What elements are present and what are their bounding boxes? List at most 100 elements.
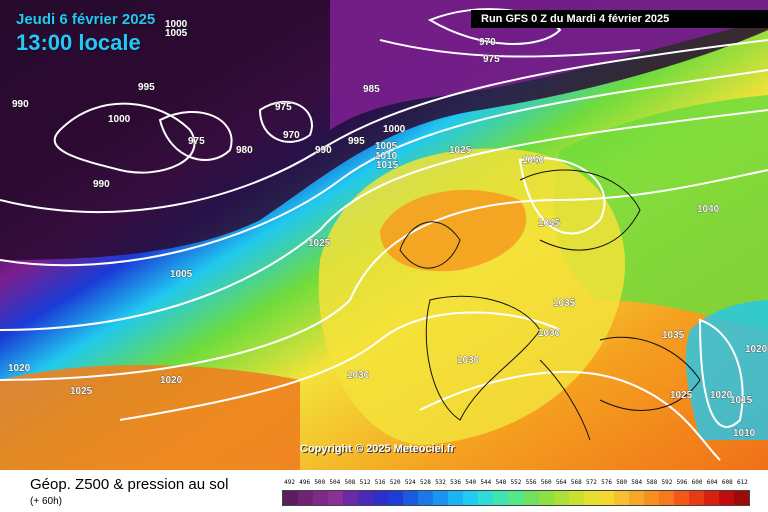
isobar-label: 1040 <box>697 204 720 215</box>
product-title: Géop. Z500 & pression au sol <box>30 476 229 493</box>
scale-swatch <box>298 491 314 505</box>
scale-swatch <box>568 491 584 505</box>
isobar-label: 1015 <box>730 395 753 406</box>
isobar-label: 975 <box>188 136 205 147</box>
scale-label: 524 <box>404 479 416 486</box>
isobar-lines <box>0 8 768 461</box>
scale-label: 516 <box>374 479 386 486</box>
run-info: Run GFS 0 Z du Mardi 4 février 2025 <box>471 10 768 28</box>
scale-label: 544 <box>480 479 492 486</box>
valid-time: 13:00 locale <box>16 30 141 55</box>
isobar-label: 1030 <box>538 328 561 339</box>
scale-swatch <box>598 491 614 505</box>
scale-label: 596 <box>676 479 688 486</box>
scale-swatch <box>733 491 749 505</box>
purple-band <box>330 0 768 130</box>
isobar-label: 1005 <box>375 141 398 152</box>
scale-swatch <box>373 491 389 505</box>
isobar-label: 990 <box>93 179 110 190</box>
scale-swatch <box>703 491 719 505</box>
isobar-label: 1015 <box>376 160 399 171</box>
scale-swatch <box>553 491 569 505</box>
scale-swatch <box>358 491 374 505</box>
scale-label: 604 <box>706 479 718 486</box>
coastlines <box>399 169 701 441</box>
scale-swatch <box>538 491 554 505</box>
isobar-label: 1020 <box>745 344 768 355</box>
isobar-label: 1020 <box>8 363 31 374</box>
isobar-label: 1040 <box>522 155 545 166</box>
scale-label: 584 <box>631 479 643 486</box>
isobar-label: 970 <box>283 130 300 141</box>
isobar-label: 1020 <box>710 390 733 401</box>
isobar-label: 1045 <box>538 218 561 229</box>
isobar-label: 995 <box>348 136 365 147</box>
scale-label: 612 <box>736 479 748 486</box>
scale-swatch <box>328 491 344 505</box>
orange-area <box>380 190 527 272</box>
scale-label: 564 <box>555 479 567 486</box>
scale-label: 492 <box>284 479 295 486</box>
scale-swatch <box>448 491 464 505</box>
isobar-label: 1000 <box>383 124 406 135</box>
isobar-label: 995 <box>138 82 155 93</box>
scale-swatch <box>613 491 629 505</box>
scale-label: 504 <box>329 479 341 486</box>
isobar-label: 1005 <box>165 28 188 39</box>
scale-swatch <box>403 491 419 505</box>
scale-label: 560 <box>540 479 552 486</box>
isobar-label: 1020 <box>160 375 183 386</box>
scale-label: 576 <box>601 479 612 486</box>
scale-swatch <box>343 491 359 505</box>
isobar-label: 1030 <box>347 370 370 381</box>
scale-swatch <box>523 491 539 505</box>
scale-label: 552 <box>510 479 522 486</box>
scale-label: 496 <box>299 479 311 486</box>
scale-label: 500 <box>314 479 326 486</box>
isobar-label: 975 <box>483 54 500 65</box>
isobar-label: 1025 <box>670 390 693 401</box>
isobar-label: 1030 <box>457 355 480 366</box>
scale-swatch <box>628 491 644 505</box>
valid-date: Jeudi 6 février 2025 <box>16 11 156 28</box>
color-scale-swatches <box>282 490 750 506</box>
isobar-label: 1000 <box>165 19 188 30</box>
legend-bar: Géop. Z500 & pression au sol (+ 60h) 492… <box>0 470 768 512</box>
scale-label: 508 <box>344 479 356 486</box>
scale-swatch <box>463 491 479 505</box>
scale-swatch <box>583 491 599 505</box>
color-scale-labels: 492 496 500 504 508 512 516 520 524 528 532 536 540 5… <box>282 478 750 488</box>
valid-time-overlay: Jeudi 6 février 2025 13:00 locale <box>16 12 155 56</box>
scale-label: 540 <box>465 479 477 486</box>
geopotential-map: 1000 1005 990 995 975 970 980 985 990 97… <box>0 0 768 470</box>
isobar-label: 1035 <box>553 298 576 309</box>
scale-label: 536 <box>450 479 461 486</box>
scale-label: 588 <box>646 479 658 486</box>
scale-swatch <box>508 491 524 505</box>
scale-label: 528 <box>419 479 431 486</box>
scale-label: 568 <box>570 479 582 486</box>
scale-swatch <box>418 491 434 505</box>
scale-swatch <box>313 491 329 505</box>
isobar-label: 1025 <box>70 386 93 397</box>
scale-swatch <box>673 491 689 505</box>
isobar-label: 1025 <box>308 238 331 249</box>
isobar-label: 990 <box>315 145 332 156</box>
scale-swatch <box>658 491 674 505</box>
cyan-area <box>685 300 768 440</box>
scale-label: 556 <box>525 479 537 486</box>
color-scale: 492 496 500 504 508 512 516 520 524 528 532 536 540 5… <box>282 478 750 506</box>
isobar-label: 1010 <box>375 151 398 162</box>
scale-label: 520 <box>389 479 401 486</box>
scale-label: 512 <box>359 479 371 486</box>
isobar-label: 1025 <box>449 145 472 156</box>
scale-label: 572 <box>586 479 597 486</box>
scale-label: 548 <box>495 479 507 486</box>
scale-label: 580 <box>616 479 628 486</box>
copyright-notice: Copyright © 2025 Meteociel.fr <box>300 443 455 455</box>
isobar-label: 980 <box>236 145 253 156</box>
isobar-label: 1005 <box>170 269 193 280</box>
isobar-label: 975 <box>275 102 292 113</box>
isobar-label: 970 <box>479 37 496 48</box>
scale-label: 592 <box>661 479 673 486</box>
